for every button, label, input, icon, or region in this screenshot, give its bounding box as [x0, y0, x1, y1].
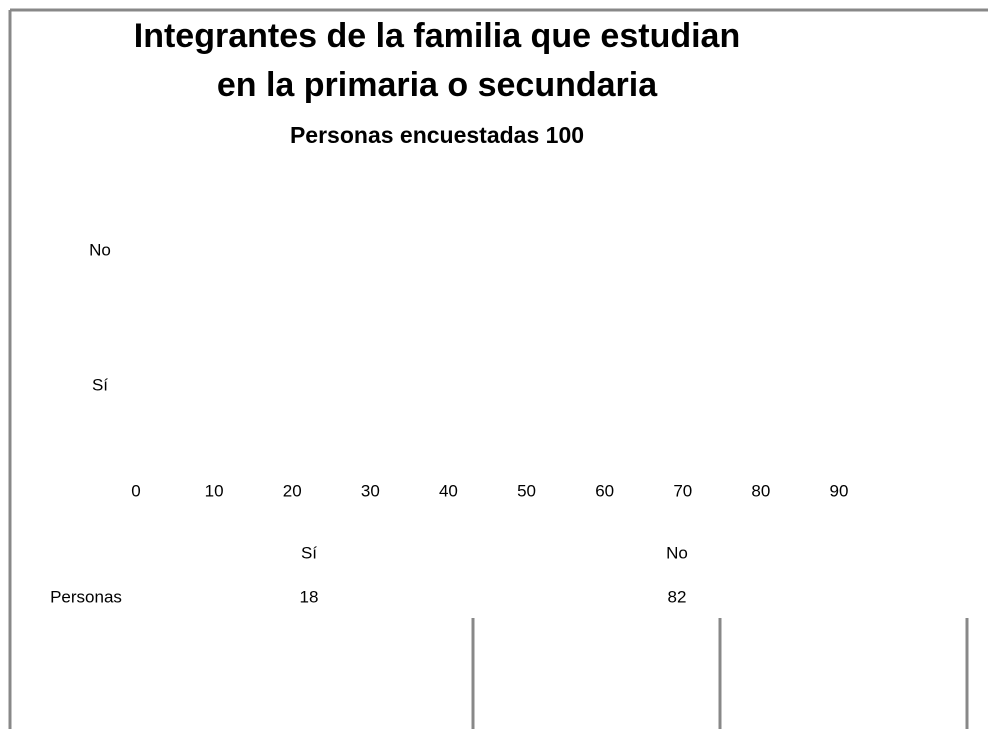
- x-tick-label: 90: [830, 481, 849, 500]
- y-tick-label: No: [89, 240, 111, 259]
- legend-entry: Personas: [50, 587, 122, 606]
- x-tick-label: 70: [673, 481, 692, 500]
- x-tick-label: 50: [517, 481, 536, 500]
- table-value: 82: [668, 587, 687, 606]
- chart-subtitle: Personas encuestadas 100: [290, 122, 584, 148]
- table-header: Sí: [301, 543, 317, 562]
- x-tick-label: 60: [595, 481, 614, 500]
- x-tick-label: 0: [131, 481, 140, 500]
- table-header: No: [666, 543, 688, 562]
- x-tick-label: 20: [283, 481, 302, 500]
- x-tick-label: 30: [361, 481, 380, 500]
- y-tick-label: Sí: [92, 375, 108, 394]
- x-tick-label: 80: [751, 481, 770, 500]
- chart-title: Integrantes de la familia que estudian: [134, 17, 741, 55]
- table-value: 18: [300, 587, 319, 606]
- x-tick-label: 40: [439, 481, 458, 500]
- chart-title: en la primaria o secundaria: [217, 66, 658, 104]
- x-tick-label: 10: [205, 481, 224, 500]
